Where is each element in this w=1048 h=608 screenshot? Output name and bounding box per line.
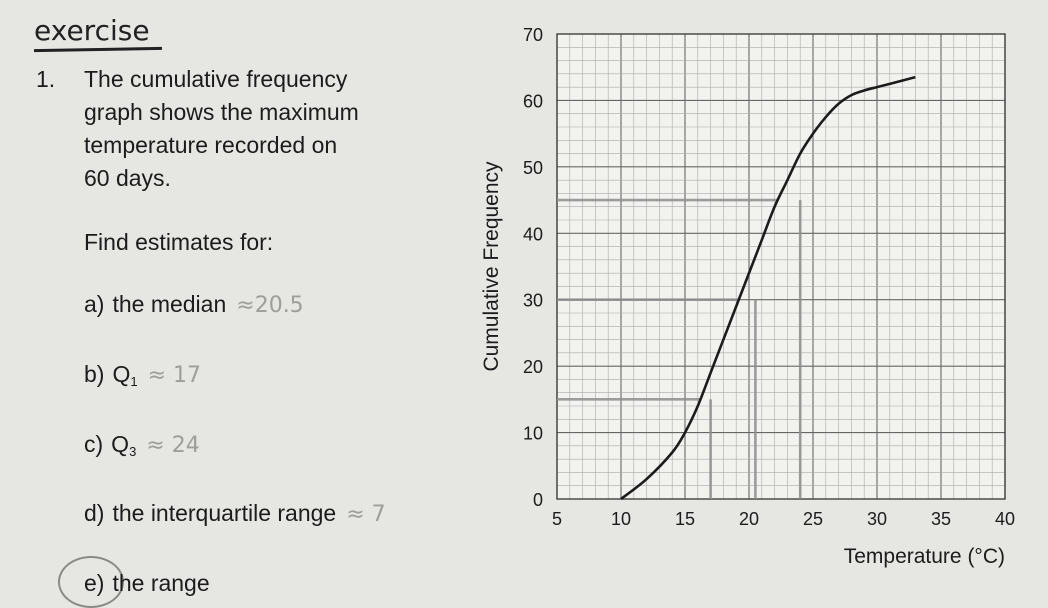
part-c: c) Q3 ≈ 24: [84, 431, 200, 459]
x-tick-label: 15: [675, 509, 695, 529]
part-c-answer: ≈ 24: [146, 433, 200, 458]
exercise-heading: exercise: [34, 14, 150, 47]
x-tick-label: 5: [552, 509, 562, 529]
part-a: a) the median ≈20.5: [84, 291, 304, 318]
plot-border: [556, 33, 1006, 500]
part-b-answer: ≈ 17: [147, 363, 201, 388]
x-tick-label: 40: [995, 509, 1015, 529]
part-e: e) the range: [84, 570, 220, 597]
y-tick-label: 50: [523, 158, 543, 178]
question-line-1: The cumulative frequency: [84, 66, 348, 92]
cumulative-frequency-curve: [620, 75, 916, 501]
heading-underline: [33, 46, 163, 53]
part-d: d) the interquartile range ≈ 7: [84, 500, 386, 527]
y-tick-label: 60: [523, 91, 543, 111]
part-a-label: a): [84, 291, 105, 317]
cumulative-frequency-chart: 0 10 20 30 40 50 60 70 5 10 15 20 25 30 35 40 Cumulative…: [480, 25, 1015, 568]
part-a-text: the median: [112, 291, 227, 317]
x-tick-label: 10: [611, 509, 631, 529]
part-b-text: Q: [112, 361, 131, 387]
plot-background: [557, 34, 1005, 499]
part-d-answer: ≈ 7: [346, 502, 386, 527]
part-c-label: c): [84, 431, 104, 457]
question-number: 1.: [36, 66, 56, 92]
x-tick-label: 20: [739, 509, 759, 529]
y-tick-label: 10: [523, 424, 543, 444]
part-b-label: b): [84, 361, 105, 387]
y-tick-label: 0: [533, 490, 543, 510]
part-b: b) Q1 ≈ 17: [84, 361, 201, 389]
part-e-text: the range: [112, 570, 210, 596]
x-axis-label: Temperature (°C): [844, 545, 1005, 568]
part-c-subscript: 3: [129, 444, 137, 459]
question-line-4: 60 days.: [84, 165, 171, 191]
part-b-subscript: 1: [130, 374, 138, 389]
part-d-text: the interquartile range: [112, 500, 337, 526]
part-d-label: d): [84, 500, 105, 526]
question-line-3: temperature recorded on: [84, 132, 338, 158]
y-tick-label: 30: [523, 291, 543, 311]
part-e-label: e): [84, 570, 105, 596]
part-c-text: Q: [111, 431, 130, 457]
x-tick-label: 25: [803, 509, 823, 529]
y-tick-label: 40: [523, 224, 543, 244]
y-tick-label: 20: [523, 357, 543, 377]
question-line-2: graph shows the maximum: [84, 99, 359, 125]
x-tick-label: 35: [931, 509, 951, 529]
x-tick-label: 30: [867, 509, 887, 529]
part-a-answer: ≈20.5: [236, 293, 304, 318]
find-estimates-text: Find estimates for:: [84, 229, 274, 255]
y-tick-label: 70: [523, 25, 543, 45]
y-axis-label: Cumulative Frequency: [480, 161, 503, 372]
